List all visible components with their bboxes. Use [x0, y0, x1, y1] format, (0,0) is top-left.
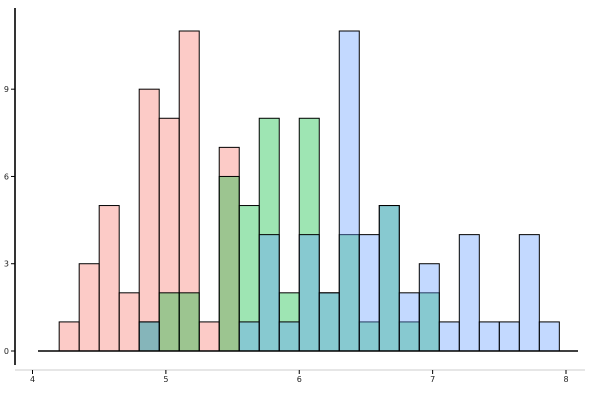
histogram-bar-series-1-bin-5	[138, 88, 160, 352]
histogram-bar-series-3-bin-12	[278, 321, 300, 352]
x-tick-label: 5	[163, 375, 168, 384]
histogram-bar-series-3-bin-5	[138, 321, 160, 352]
histogram-bar-series-2-bin-7	[178, 292, 200, 352]
histogram-bar-series-3-bin-18	[398, 292, 420, 352]
histogram-bar-series-3-bin-10	[238, 321, 260, 352]
histogram-bar-series-3-bin-19	[418, 263, 440, 352]
histogram-bar-series-3-bin-17	[378, 205, 400, 352]
histogram-bar-series-1-bin-2	[78, 263, 100, 352]
y-tick-label: 0	[4, 347, 9, 356]
histogram-bar-series-1-bin-3	[98, 205, 120, 352]
histogram-bar-series-3-bin-20	[438, 321, 460, 352]
histogram-bar-series-3-bin-13	[298, 234, 320, 352]
histogram-bar-series-3-bin-25	[538, 321, 560, 352]
histogram-bar-series-1-bin-1	[58, 321, 80, 352]
histogram-bar-series-3-bin-16	[358, 234, 380, 352]
histogram-bar-series-3-bin-14	[318, 292, 340, 352]
histogram-bar-series-3-bin-22	[478, 321, 500, 352]
histogram-bar-series-3-bin-24	[518, 234, 540, 352]
histogram-bar-series-1-bin-4	[118, 292, 140, 352]
y-tick-label: 9	[4, 85, 9, 94]
histogram-bar-series-2-bin-9	[218, 175, 240, 352]
ticks-layer: 4 5 6 7 8 0 3 6 9	[4, 85, 585, 384]
x-tick-label: 8	[563, 375, 568, 384]
x-tick-label: 4	[30, 375, 35, 384]
histogram-bar-series-3-bin-23	[498, 321, 520, 352]
x-tick-label: 7	[430, 375, 435, 384]
histogram-bar-series-3-bin-11	[258, 234, 280, 352]
y-tick-label: 6	[4, 172, 9, 181]
histogram-bar-series-1-bin-8	[198, 321, 220, 352]
x-tick-label: 6	[297, 375, 302, 384]
y-tick-label: 3	[4, 260, 9, 269]
histogram-bar-series-3-bin-21	[458, 234, 480, 352]
histogram-bar-series-3-bin-15	[338, 30, 360, 352]
histogram-bar-series-2-bin-6	[158, 292, 180, 352]
bars-layer	[58, 30, 560, 352]
